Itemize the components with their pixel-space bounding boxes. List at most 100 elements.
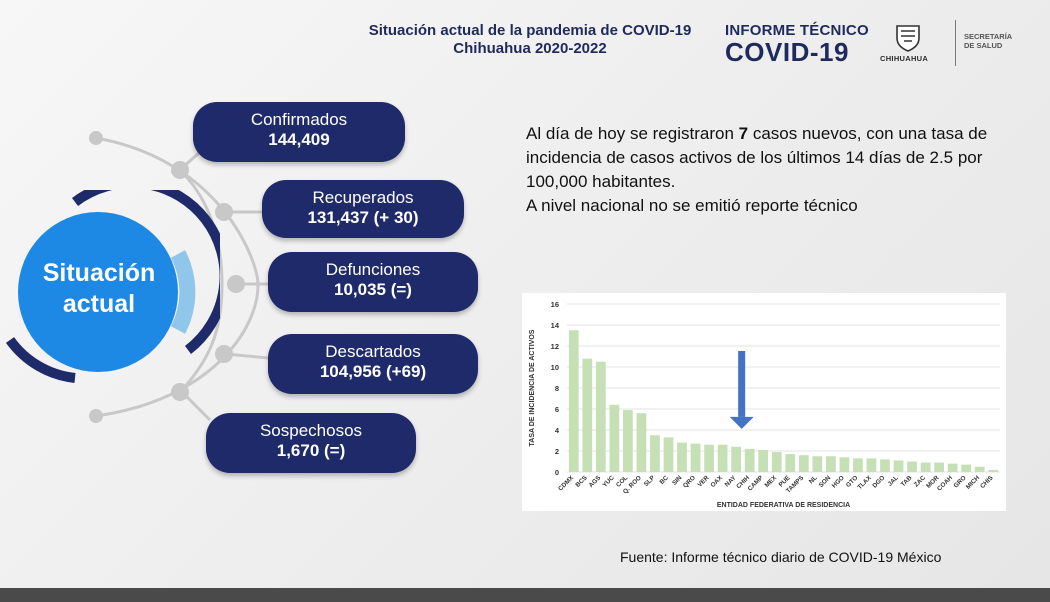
- bar: [961, 464, 972, 472]
- stat-label: Defunciones: [325, 260, 421, 279]
- circle-title-line2: actual: [62, 290, 136, 318]
- secretaria-logo-text: SECRETARÍA DE SALUD: [964, 32, 1012, 50]
- x-tick-label: TAB: [900, 474, 914, 488]
- info-paragraph-1: Al día de hoy se registraron 7 casos nue…: [526, 122, 1036, 194]
- bar: [650, 435, 660, 472]
- connector-dot: [215, 345, 233, 363]
- x-tick-label: NL: [808, 474, 819, 485]
- bar: [731, 446, 742, 472]
- y-tick-label: 12: [551, 342, 559, 351]
- x-tick-label: YUC: [601, 474, 616, 489]
- bar: [853, 458, 863, 472]
- header-title: Situación actual de la pandemia de COVID…: [300, 22, 760, 58]
- connector-dot: [89, 409, 103, 423]
- chihuahua-shield-icon: [896, 25, 920, 52]
- bar: [893, 460, 904, 472]
- stat-defunciones: Defunciones 10,035 (=): [268, 252, 478, 312]
- x-tick-label: DGO: [871, 474, 886, 489]
- bar: [595, 361, 606, 472]
- bar: [704, 444, 714, 472]
- stat-label: Descartados: [325, 342, 421, 361]
- x-tick-label: HGO: [831, 474, 846, 489]
- bar: [717, 444, 728, 472]
- bar: [988, 469, 999, 472]
- bar: [744, 448, 755, 472]
- brand-logo: INFORME TÉCNICO COVID-19: [725, 22, 869, 65]
- bar: [758, 449, 769, 472]
- new-cases-count: 7: [738, 124, 749, 143]
- x-tick-label: SLP: [643, 474, 657, 488]
- x-tick-label: JAL: [887, 474, 900, 487]
- brand-line1: INFORME TÉCNICO: [725, 22, 869, 39]
- slide: Situación actual de la pandemia de COVID…: [0, 0, 1050, 588]
- stat-value: 104,956 (+69): [319, 362, 427, 381]
- bar: [934, 462, 944, 472]
- connector-dot: [89, 131, 103, 145]
- brand-line2: COVID-19: [725, 37, 849, 67]
- bar: [663, 437, 674, 472]
- x-tick-label: ZAC: [913, 474, 927, 488]
- info-text-part: Al día de hoy se registraron: [526, 124, 739, 143]
- info-paragraph-2: A nivel nacional no se emitió reporte té…: [526, 196, 858, 215]
- x-tick-label: MICH: [965, 474, 982, 491]
- x-tick-label: BCS: [574, 474, 588, 488]
- connector-arcs: [89, 131, 269, 423]
- stat-sospechosos: Sospechosos 1,670 (=): [206, 413, 416, 473]
- bar: [568, 330, 579, 472]
- bar: [582, 358, 593, 472]
- highlight-arrow-icon: [729, 351, 754, 429]
- bar: [839, 457, 850, 472]
- y-tick-label: 16: [551, 300, 559, 309]
- bar: [947, 463, 958, 472]
- incidence-chart: 0 2 4 6 8 10 12 14 16 CDMX BCS AGS YUC COL Q. ROO SLP BC…: [522, 293, 1006, 511]
- info-text: Al día de hoy se registraron 7 casos nue…: [526, 122, 1036, 218]
- bar: [771, 452, 782, 472]
- connector-dot: [171, 383, 189, 401]
- stat-descartados: Descartados 104,956 (+69): [268, 334, 478, 394]
- x-tick-label: CDMX: [557, 474, 576, 493]
- bar: [609, 404, 620, 472]
- bar: [880, 459, 890, 472]
- bar: [812, 456, 823, 472]
- x-tick-label: VER: [696, 474, 710, 488]
- x-tick-label: QRO: [682, 474, 697, 489]
- y-tick-label: 0: [555, 468, 559, 477]
- chihuahua-logo-label: CHIHUAHUA: [880, 54, 929, 63]
- bar: [623, 410, 633, 472]
- y-tick-label: 10: [551, 363, 559, 372]
- stat-value: 144,409: [268, 130, 330, 149]
- stat-label: Confirmados: [250, 110, 348, 129]
- x-tick-label: CAMP: [747, 474, 765, 492]
- y-tick-label: 6: [555, 405, 559, 414]
- stat-value: 10,035 (=): [334, 280, 412, 299]
- bar: [920, 462, 931, 472]
- bar: [974, 466, 985, 472]
- bar: [907, 461, 917, 472]
- y-tick-label: 2: [555, 447, 559, 456]
- situacion-circle: [5, 190, 220, 383]
- bar: [677, 442, 687, 472]
- y-axis-title: TASA DE INCIDENCIA DE ACTIVOS: [529, 329, 536, 446]
- x-tick-label: TLAX: [856, 474, 873, 491]
- stat-confirmados: Confirmados 144,409: [193, 102, 405, 162]
- info-text-part: casos nuevos, con una tasa de incidencia…: [526, 124, 988, 191]
- secretaria-line1: SECRETARÍA: [964, 32, 1013, 41]
- stat-label: Sospechosos: [259, 421, 363, 440]
- header-title-line1: Situación actual de la pandemia de COVID…: [368, 22, 692, 39]
- logo-divider: [955, 20, 956, 66]
- x-tick-label: BC: [659, 474, 671, 486]
- stat-label: Recuperados: [312, 188, 414, 207]
- secretaria-line2: DE SALUD: [964, 41, 1003, 50]
- y-tick-label: 14: [551, 321, 560, 330]
- connector-dot: [227, 275, 245, 293]
- x-tick-label: SON: [818, 474, 833, 489]
- circle-title: Situación actual: [18, 258, 180, 320]
- x-tick-label: COAH: [936, 474, 954, 492]
- bar: [636, 413, 647, 472]
- connector-dot: [171, 161, 189, 179]
- x-tick-label: OAX: [709, 474, 724, 489]
- bar: [798, 455, 809, 472]
- stat-value: 131,437 (+ 30): [307, 208, 419, 227]
- bar: [690, 443, 701, 472]
